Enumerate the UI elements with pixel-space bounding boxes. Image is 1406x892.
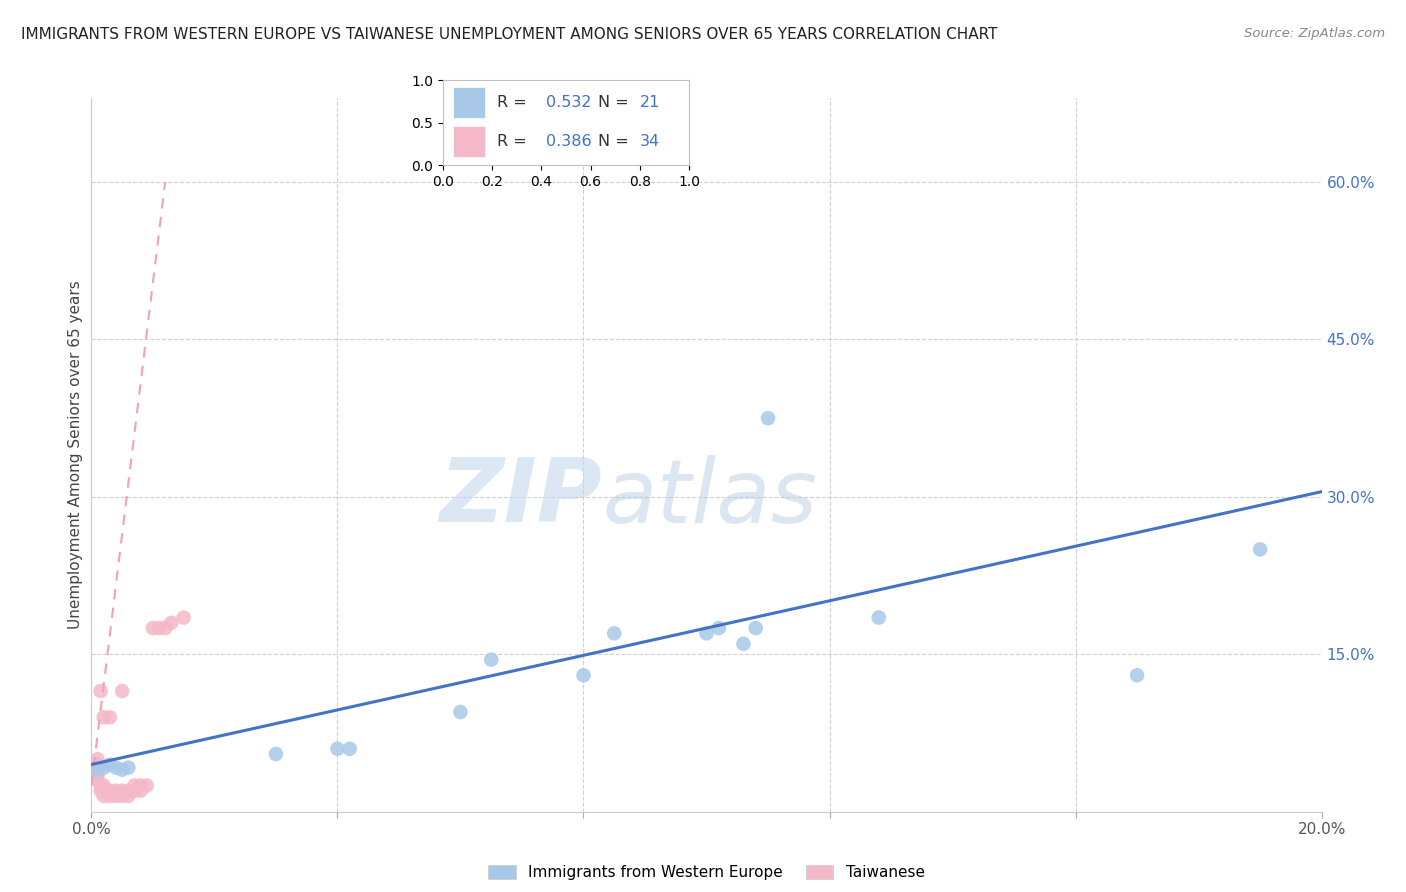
Point [264,747,287,761]
Point [153,621,177,635]
Point [449,705,471,719]
Point [98,789,121,803]
Point [326,741,349,756]
Text: atlas: atlas [602,455,817,541]
Point [111,763,134,777]
Text: ZIP: ZIP [439,454,602,541]
Text: 34: 34 [640,134,659,149]
Point [1126,668,1149,682]
Point [117,789,139,803]
Point [707,621,730,635]
Point [572,668,595,682]
Point [90,684,112,698]
Point [105,783,127,797]
Point [98,710,121,724]
Point [111,684,134,698]
Point [479,652,502,666]
Text: 0.532: 0.532 [546,95,592,110]
Point [83,768,105,782]
Point [93,779,115,793]
Point [98,783,121,797]
Point [111,783,134,797]
Point [98,757,121,772]
Point [868,610,890,624]
Text: R =: R = [498,95,531,110]
Point [86,773,108,788]
Point [756,411,779,425]
Point [90,779,112,793]
Point [90,783,112,797]
Text: Source: ZipAtlas.com: Source: ZipAtlas.com [1244,27,1385,40]
Point [733,637,755,651]
Point [1249,542,1271,557]
Point [105,761,127,775]
Point [129,779,152,793]
Y-axis label: Unemployment Among Seniors over 65 years: Unemployment Among Seniors over 65 years [67,281,83,629]
Point [93,783,115,797]
Point [86,757,108,772]
Legend: Immigrants from Western Europe, Taiwanese: Immigrants from Western Europe, Taiwanes… [482,858,931,886]
Text: N =: N = [598,134,634,149]
Bar [453,126,485,157]
Point [339,741,361,756]
Text: IMMIGRANTS FROM WESTERN EUROPE VS TAIWANESE UNEMPLOYMENT AMONG SENIORS OVER 65 Y: IMMIGRANTS FROM WESTERN EUROPE VS TAIWAN… [21,27,998,42]
Point [124,783,146,797]
Point [129,783,152,797]
Point [745,621,768,635]
Point [135,779,157,793]
Point [603,626,626,640]
Point [105,789,127,803]
Bar [453,87,485,118]
Point [160,615,183,630]
Point [111,789,134,803]
Text: N =: N = [598,95,634,110]
Point [83,763,105,777]
Point [93,789,115,803]
Point [86,763,108,777]
Point [86,752,108,766]
Point [86,768,108,782]
Text: R =: R = [498,134,531,149]
Point [142,621,165,635]
Text: 0.386: 0.386 [546,134,592,149]
Point [93,761,115,775]
Text: 21: 21 [640,95,659,110]
Point [696,626,718,640]
Point [124,779,146,793]
Point [148,621,170,635]
Point [173,610,195,624]
Point [93,710,115,724]
Point [117,783,139,797]
Point [117,761,139,775]
Point [86,763,108,777]
